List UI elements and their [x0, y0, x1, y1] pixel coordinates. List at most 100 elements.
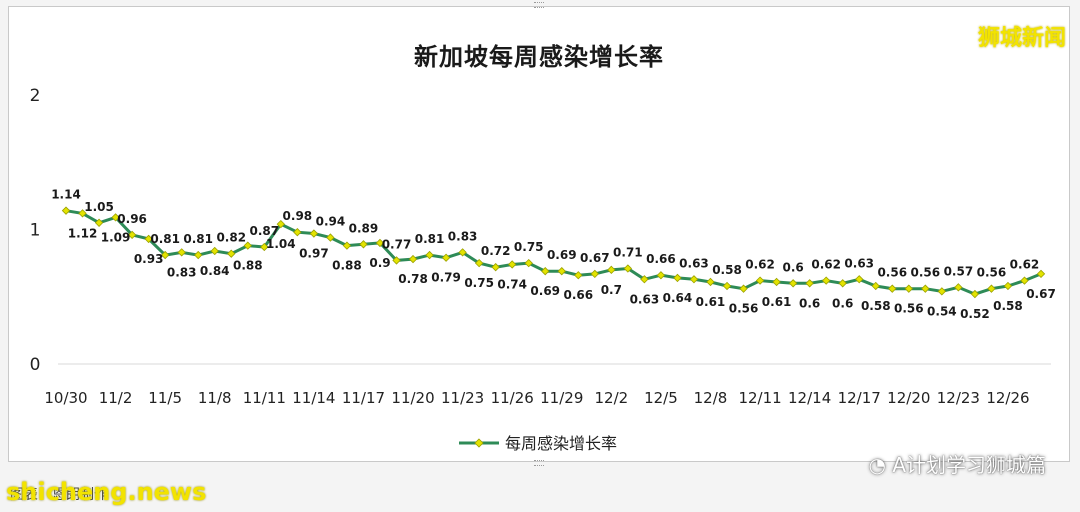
resize-handle-top[interactable]: [534, 2, 544, 8]
data-label: 0.98: [283, 209, 313, 223]
data-label: 0.6: [832, 296, 853, 310]
data-label: 0.87: [250, 224, 280, 238]
data-point: [739, 284, 748, 293]
data-point: [772, 277, 781, 287]
data-label: 0.74: [497, 277, 527, 291]
data-label: 0.58: [993, 299, 1023, 313]
data-point: [260, 242, 269, 252]
data-point: [160, 250, 170, 260]
data-label: 0.69: [547, 248, 577, 262]
data-label: 0.62: [811, 258, 841, 272]
data-point: [243, 241, 252, 250]
x-tick-label: 11/20: [391, 389, 434, 407]
x-tick-label: 12/14: [788, 389, 831, 407]
data-label: 0.89: [349, 221, 379, 235]
wechat-mark-text: A计划学习狮城篇: [892, 453, 1046, 477]
data-label: 0.93: [134, 252, 164, 266]
x-tick-label: 12/20: [887, 389, 930, 407]
data-point: [309, 229, 319, 238]
data-label: 0.82: [216, 231, 246, 245]
data-label: 0.56: [877, 266, 907, 280]
data-label: 0.81: [415, 232, 445, 246]
data-label: 1.14: [51, 188, 81, 202]
watermark-top: 狮城新闻: [977, 26, 1066, 51]
chart-frame: 新加坡每周感染增长率 0 1 2 10/30 11/2 11/5 11/8 11/11 11/1…: [8, 6, 1070, 462]
data-point: [359, 240, 368, 249]
x-tick-label: 12/23: [937, 389, 980, 407]
data-point: [640, 275, 649, 284]
data-point: [656, 271, 666, 280]
data-point: [871, 281, 880, 291]
wechat-mark: ◔ A计划学习狮城篇: [869, 449, 1047, 478]
data-point: [94, 218, 104, 227]
data-label: 0.56: [729, 302, 759, 316]
data-label: 0.83: [167, 265, 197, 279]
legend-marker: [474, 438, 484, 448]
data-point: [822, 276, 831, 285]
data-label: 0.6: [799, 296, 820, 310]
x-tick-label: 11/8: [198, 389, 232, 407]
data-point: [111, 213, 120, 222]
data-point: [127, 230, 137, 240]
data-point: [805, 279, 814, 288]
data-label: 0.62: [1010, 258, 1040, 272]
data-label: 0.69: [530, 284, 560, 298]
data-label: 0.81: [183, 232, 213, 246]
data-label: 0.61: [762, 295, 792, 309]
x-tick-label: 11/23: [441, 389, 484, 407]
data-point: [921, 284, 930, 293]
data-label: 0.52: [960, 307, 990, 321]
data-label: 0.88: [332, 259, 362, 273]
data-point: [508, 260, 517, 269]
data-point: [61, 206, 71, 215]
data-point: [590, 269, 599, 279]
data-point: [177, 248, 186, 257]
data-point: [441, 253, 451, 262]
data-point: [607, 265, 616, 275]
data-label: 0.83: [448, 229, 478, 243]
data-point: [78, 209, 87, 218]
data-label: 0.58: [712, 263, 742, 277]
data-point: [689, 275, 699, 284]
data-point: [673, 273, 682, 283]
data-point: [574, 271, 583, 280]
data-point: [855, 275, 864, 284]
data-point: [838, 279, 847, 288]
data-label: 0.96: [117, 212, 147, 226]
data-label: 0.63: [844, 256, 874, 270]
data-label: 0.71: [613, 246, 643, 260]
data-label: 0.84: [200, 264, 230, 278]
x-tick-label: 12/5: [644, 389, 678, 407]
data-label: 0.81: [150, 232, 180, 246]
data-label: 0.56: [977, 266, 1007, 280]
data-point: [1036, 269, 1046, 279]
data-point: [722, 281, 732, 291]
data-label: 0.64: [663, 291, 693, 305]
data-point: [904, 284, 913, 293]
data-label: 0.63: [630, 292, 660, 306]
legend-label: 每周感染增长率: [505, 434, 617, 453]
data-label: 0.56: [894, 302, 924, 316]
data-point: [194, 250, 203, 260]
data-label: 0.66: [563, 288, 593, 302]
data-point: [524, 258, 533, 268]
data-label: 0.75: [514, 240, 544, 254]
data-point: [987, 284, 996, 293]
data-label: 1.12: [68, 226, 98, 240]
data-point: [227, 249, 236, 258]
data-label: 0.88: [233, 259, 263, 273]
data-label: 0.67: [580, 251, 610, 265]
data-label: 0.67: [1026, 287, 1056, 301]
data-point: [1020, 276, 1029, 285]
data-point: [474, 258, 484, 268]
resize-handle-bottom[interactable]: [534, 460, 544, 466]
y-tick-label: 0: [30, 355, 41, 375]
data-label: 0.75: [464, 276, 494, 290]
data-label: 0.7: [601, 283, 622, 297]
data-point: [326, 233, 335, 242]
data-label: 0.78: [398, 272, 428, 286]
data-label: 0.6: [782, 260, 803, 274]
line-chart: 0 1 2 10/30 11/2 11/5 11/8 11/11 11/14 11/17 11/20…: [30, 86, 1056, 453]
data-point: [954, 283, 963, 292]
x-tick-label: 12/2: [594, 389, 628, 407]
